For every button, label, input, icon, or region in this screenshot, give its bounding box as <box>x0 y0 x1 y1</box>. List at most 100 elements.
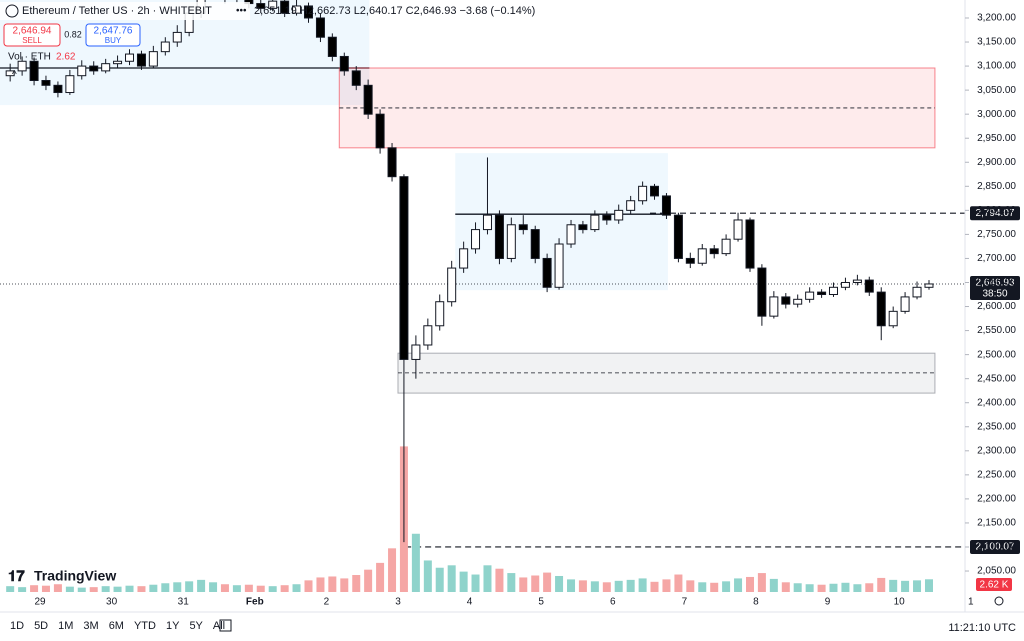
candle-body <box>315 17 325 38</box>
candle-body <box>447 267 457 303</box>
volume-bar <box>328 576 337 592</box>
candle-body <box>494 214 504 259</box>
volume-bar <box>602 582 611 592</box>
y-tick-label: 2,050.00 <box>977 566 1016 577</box>
spread: 0.82 <box>64 29 82 39</box>
range-button[interactable]: 5Y <box>189 620 203 632</box>
x-tick-label: 6 <box>610 597 616 608</box>
range-button[interactable]: All <box>213 620 225 632</box>
candle-body <box>912 286 922 298</box>
candle-body <box>757 267 767 317</box>
volume-bar <box>483 565 492 592</box>
level-price-label: 2,794.07 <box>976 208 1015 219</box>
y-tick-label: 2,400.00 <box>977 397 1016 408</box>
candle-body <box>793 298 803 305</box>
x-tick-label: 2 <box>324 597 330 608</box>
countdown: 38:50 <box>982 289 1007 300</box>
x-tick-label: 30 <box>106 597 118 608</box>
buy-button[interactable] <box>85 23 141 47</box>
candle-body <box>399 176 409 360</box>
range-button[interactable]: 1Y <box>166 620 180 632</box>
range-toolbar: 1D 5D 1M 3M 6M YTD 1Y 5Y All <box>10 620 225 632</box>
volume-bar <box>555 575 564 592</box>
range-button[interactable]: 6M <box>109 620 124 632</box>
volume-bar <box>244 584 253 592</box>
volume-bar <box>543 572 552 592</box>
candle-body <box>363 84 373 115</box>
calendar-icon[interactable] <box>219 619 232 632</box>
candle-body <box>65 75 75 94</box>
level-price-label: 2,100.07 <box>976 542 1015 553</box>
candle-body <box>256 3 266 9</box>
volume-bar <box>519 577 528 592</box>
buy-price: 2,647.76 <box>94 26 133 37</box>
volume-bar <box>578 580 587 592</box>
volume-bar <box>853 584 862 592</box>
sell-price: 2,646.94 <box>13 26 52 37</box>
candle-body <box>650 185 660 197</box>
range-button[interactable]: 1M <box>58 620 73 632</box>
volume-bar <box>698 582 707 592</box>
volume-bar <box>471 574 480 592</box>
x-tick-label: 10 <box>894 597 906 608</box>
volume-bar <box>423 560 432 592</box>
candle-body <box>685 257 695 264</box>
candle-body <box>900 296 910 312</box>
volume-bar <box>161 583 170 592</box>
volume-legend: Vol · ETH <box>8 52 51 63</box>
volume-bar <box>829 583 838 592</box>
volume-bar <box>197 579 206 592</box>
y-tick-label: 2,700.00 <box>977 253 1016 264</box>
range-button[interactable]: YTD <box>134 620 156 632</box>
level-price-box <box>970 539 1020 554</box>
more-dots[interactable]: ••• <box>236 6 247 17</box>
candle-body <box>160 41 170 53</box>
candle-body <box>697 248 707 264</box>
y-tick-label: 2,100.00 <box>977 542 1016 553</box>
candle-body <box>268 0 278 9</box>
volume-bar <box>901 580 910 592</box>
candle-body <box>852 279 862 283</box>
x-tick-label: 9 <box>825 597 831 608</box>
volume-bar <box>447 565 456 592</box>
settings-icon[interactable] <box>994 596 1004 606</box>
logo-mark: 𝟏𝟕 <box>8 568 25 585</box>
volume-bar <box>459 571 468 592</box>
volume-bar <box>495 568 504 592</box>
y-tick-label: 2,500.00 <box>977 349 1016 360</box>
volume-bar <box>18 587 27 592</box>
volume-last-box <box>976 578 1012 591</box>
candle-body <box>817 291 827 296</box>
volume-bar <box>185 581 194 592</box>
candle-body <box>423 325 433 346</box>
y-tick-label: 2,200.00 <box>977 494 1016 505</box>
candle-body <box>5 70 15 77</box>
candle-body <box>709 248 719 255</box>
volume-last-label: 2.62 K <box>980 580 1009 591</box>
candle-body <box>638 185 648 202</box>
candle-body <box>506 224 516 259</box>
candle-body <box>554 243 564 288</box>
y-tick-label: 2,150.00 <box>977 518 1016 529</box>
logo: 𝟏𝟕 TradingView <box>8 568 116 585</box>
candle-body <box>805 291 815 300</box>
candle-body <box>602 214 612 221</box>
last-price-label: 2,646.93 <box>976 278 1015 289</box>
candle-body <box>840 281 850 288</box>
volume-bar <box>364 569 373 592</box>
range-button[interactable]: 1D <box>10 620 24 632</box>
range-button[interactable]: 5D <box>34 620 48 632</box>
legend: Ethereum / Tether US · 2h · WHITEBIT •••… <box>0 2 535 81</box>
y-tick-label: 2,650.00 <box>977 277 1016 288</box>
candle-body <box>125 53 135 62</box>
volume-bar <box>674 574 683 592</box>
range-button[interactable]: 3M <box>83 620 98 632</box>
sell-button[interactable] <box>3 23 61 47</box>
collapse-arrow[interactable]: ^ <box>12 70 17 81</box>
volume-bar <box>567 579 576 592</box>
volume-bar <box>209 582 218 592</box>
legend-bg <box>0 2 250 20</box>
candle-body <box>136 53 146 67</box>
volume-bar <box>304 580 313 592</box>
y-tick-label: 2,900.00 <box>977 157 1016 168</box>
